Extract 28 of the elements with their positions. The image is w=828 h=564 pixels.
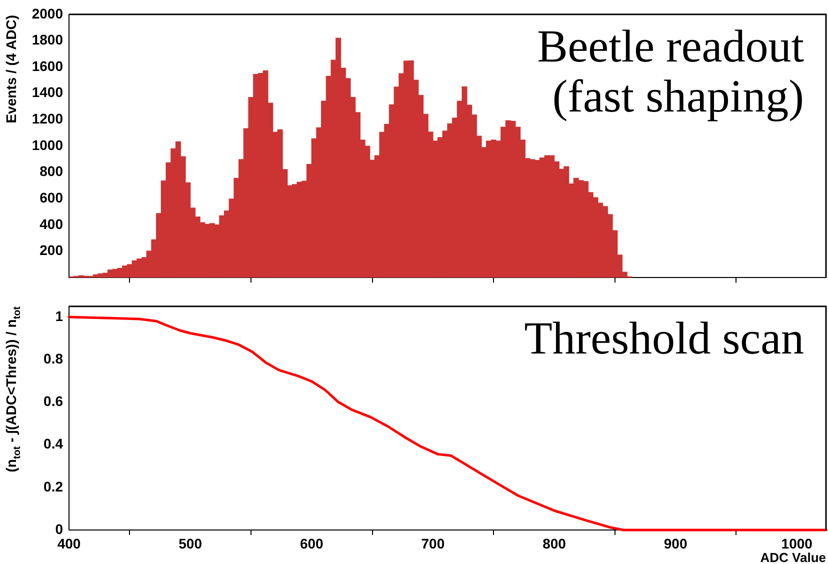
y-tick-label: 800: [40, 163, 64, 180]
x-tick-label: 500: [178, 535, 202, 552]
y-tick-label: 1400: [32, 84, 64, 100]
y-tick-label: 400: [40, 216, 64, 232]
y-tick-label: 0: [55, 520, 64, 537]
annotation: (fast shaping): [552, 70, 804, 122]
y-tick-label: 1800: [32, 32, 64, 48]
y-tick-label: 1000: [32, 136, 64, 153]
y-tick-label: 2000: [32, 5, 64, 22]
y-tick-label: 0.2: [44, 478, 64, 494]
y-tick-label: 0.6: [44, 393, 64, 410]
x-axis-title: ADC Value: [760, 550, 826, 564]
y-tick-label: 200: [40, 242, 64, 258]
y-tick-label: 1: [55, 308, 64, 324]
x-tick-label: 1000: [781, 535, 813, 552]
x-tick-label: 900: [664, 535, 688, 552]
y-tick-label: 1200: [32, 110, 64, 127]
y-tick-label: 600: [40, 190, 64, 206]
y-tick-label: 0.4: [44, 436, 64, 452]
y-tick-label: 0.8: [44, 350, 64, 366]
x-tick-label: 700: [421, 535, 445, 552]
annotation: Beetle readout: [537, 20, 804, 72]
x-tick-label: 600: [300, 535, 324, 552]
y-axis-title: (ntot - ∫(ADC<Thres)) / ntot: [3, 306, 24, 472]
y-axis-title: Events / (4 ADC): [3, 14, 19, 124]
y-tick-label: 1600: [32, 58, 64, 74]
x-tick-label: 800: [542, 535, 566, 552]
annotation: Threshold scan: [524, 312, 804, 364]
